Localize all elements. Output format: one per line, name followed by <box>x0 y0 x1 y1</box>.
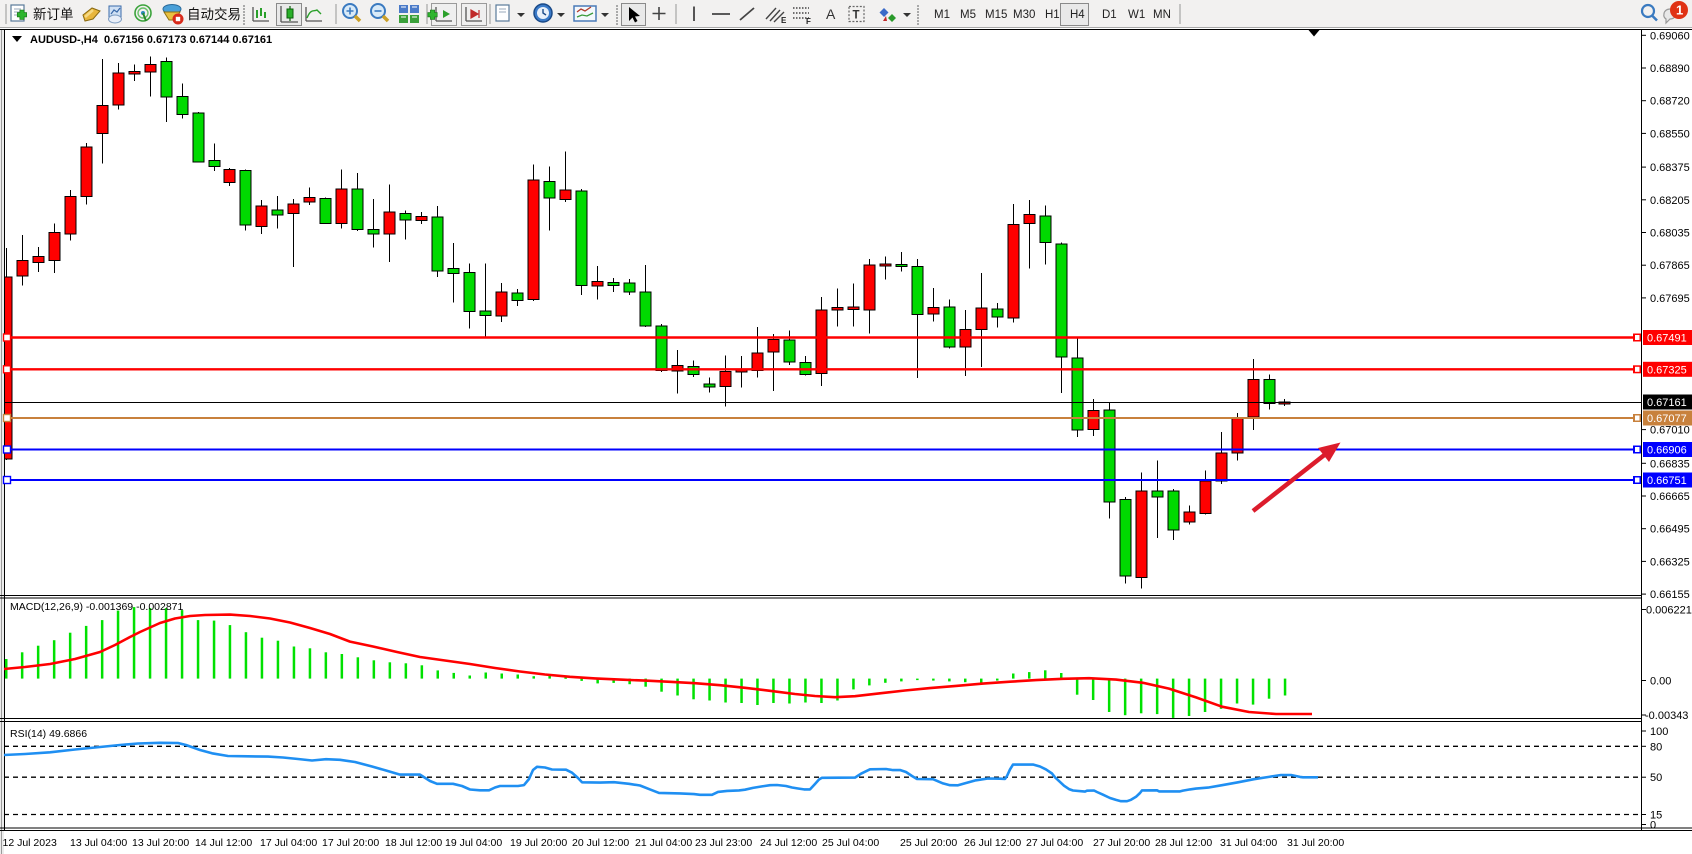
svg-text:M15: M15 <box>985 9 1007 21</box>
svg-text:20 Jul 12:00: 20 Jul 12:00 <box>572 837 629 849</box>
svg-text:19 Jul 04:00: 19 Jul 04:00 <box>445 837 502 849</box>
svg-text:0.67325: 0.67325 <box>1647 364 1687 376</box>
svg-text:0: 0 <box>1650 820 1656 832</box>
svg-text:-0.00343: -0.00343 <box>1645 710 1688 722</box>
svg-text:0.67491: 0.67491 <box>1647 333 1687 345</box>
svg-text:17 Jul 04:00: 17 Jul 04:00 <box>260 837 317 849</box>
svg-text:0.66751: 0.66751 <box>1647 475 1687 487</box>
svg-text:0.66665: 0.66665 <box>1650 491 1690 503</box>
svg-text:0.68550: 0.68550 <box>1650 128 1690 140</box>
svg-text:0.67865: 0.67865 <box>1650 260 1690 272</box>
svg-text:F: F <box>806 17 811 26</box>
svg-text:0.006221: 0.006221 <box>1646 605 1692 617</box>
svg-text:1: 1 <box>1676 3 1683 18</box>
svg-text:MN: MN <box>1153 9 1171 21</box>
svg-text:MACD(12,26,9) -0.001369 -0.002: MACD(12,26,9) -0.001369 -0.002871 <box>10 601 184 613</box>
svg-text:12 Jul 2023: 12 Jul 2023 <box>3 837 57 849</box>
svg-text:0.66325: 0.66325 <box>1650 556 1690 568</box>
svg-text:A: A <box>826 6 836 22</box>
svg-text:31 Jul 20:00: 31 Jul 20:00 <box>1287 837 1344 849</box>
svg-text:D1: D1 <box>1102 9 1117 21</box>
svg-text:H1: H1 <box>1045 9 1060 21</box>
svg-text:0.00: 0.00 <box>1650 676 1671 688</box>
svg-text:0.67695: 0.67695 <box>1650 293 1690 305</box>
svg-text:25 Jul 04:00: 25 Jul 04:00 <box>822 837 879 849</box>
svg-text:24 Jul 12:00: 24 Jul 12:00 <box>760 837 817 849</box>
svg-text:M1: M1 <box>934 9 950 21</box>
svg-text:W1: W1 <box>1128 9 1145 21</box>
svg-text:0.68035: 0.68035 <box>1650 228 1690 240</box>
svg-text:27 Jul 04:00: 27 Jul 04:00 <box>1026 837 1083 849</box>
svg-text:E: E <box>781 16 787 25</box>
svg-text:14 Jul 12:00: 14 Jul 12:00 <box>195 837 252 849</box>
svg-text:25 Jul 20:00: 25 Jul 20:00 <box>900 837 957 849</box>
svg-text:50: 50 <box>1650 772 1662 784</box>
svg-text:AUDUSD-,H4 0.67156 0.67173 0.: AUDUSD-,H4 0.67156 0.67173 0.67144 0.671… <box>30 34 272 46</box>
svg-text:27 Jul 20:00: 27 Jul 20:00 <box>1093 837 1150 849</box>
svg-text:M5: M5 <box>960 9 976 21</box>
svg-text:100: 100 <box>1650 726 1668 738</box>
svg-text:18 Jul 12:00: 18 Jul 12:00 <box>385 837 442 849</box>
svg-text:0.66906: 0.66906 <box>1647 445 1687 457</box>
svg-text:M30: M30 <box>1013 9 1035 21</box>
svg-text:0.67010: 0.67010 <box>1650 425 1690 437</box>
svg-text:RSI(14) 49.6866: RSI(14) 49.6866 <box>10 728 87 740</box>
svg-text:0.68375: 0.68375 <box>1650 162 1690 174</box>
svg-text:15: 15 <box>1650 810 1662 822</box>
svg-text:13 Jul 20:00: 13 Jul 20:00 <box>132 837 189 849</box>
svg-text:T: T <box>853 10 860 22</box>
svg-text:17 Jul 20:00: 17 Jul 20:00 <box>322 837 379 849</box>
svg-text:80: 80 <box>1650 741 1662 753</box>
svg-text:0.68205: 0.68205 <box>1650 195 1690 207</box>
svg-text:21 Jul 04:00: 21 Jul 04:00 <box>635 837 692 849</box>
svg-text:0.66495: 0.66495 <box>1650 524 1690 536</box>
svg-text:13 Jul 04:00: 13 Jul 04:00 <box>70 837 127 849</box>
svg-text:0.66155: 0.66155 <box>1650 589 1690 601</box>
svg-text:28 Jul 12:00: 28 Jul 12:00 <box>1155 837 1212 849</box>
svg-text:0.69060: 0.69060 <box>1650 30 1690 42</box>
svg-text:23 Jul 23:00: 23 Jul 23:00 <box>695 837 752 849</box>
svg-text:26 Jul 12:00: 26 Jul 12:00 <box>964 837 1021 849</box>
svg-text:新订单: 新订单 <box>33 7 74 22</box>
svg-text:0.67077: 0.67077 <box>1647 413 1687 425</box>
svg-text:19 Jul 20:00: 19 Jul 20:00 <box>510 837 567 849</box>
svg-text:0.66835: 0.66835 <box>1650 458 1690 470</box>
svg-text:H4: H4 <box>1070 9 1085 21</box>
svg-text:31 Jul 04:00: 31 Jul 04:00 <box>1220 837 1277 849</box>
svg-text:0.67161: 0.67161 <box>1647 397 1687 409</box>
svg-text:0.68720: 0.68720 <box>1650 96 1690 108</box>
svg-text:自动交易: 自动交易 <box>187 6 241 22</box>
svg-text:0.68890: 0.68890 <box>1650 63 1690 75</box>
